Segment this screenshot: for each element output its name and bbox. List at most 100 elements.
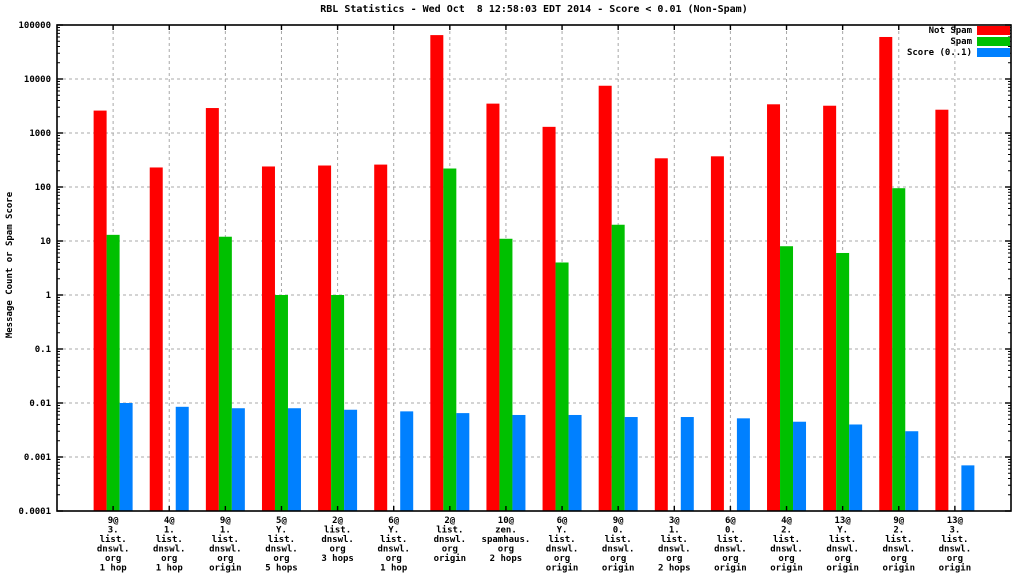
x-category-label: 1. bbox=[164, 526, 175, 536]
x-category-label: list. bbox=[380, 534, 407, 545]
bar-not-spam bbox=[149, 167, 163, 512]
y-tick-label: 0.1 bbox=[35, 345, 51, 355]
bar-not-spam bbox=[935, 109, 949, 511]
bar-score-0-1 bbox=[456, 413, 470, 511]
spam-color-swatch bbox=[977, 37, 1010, 46]
legend-label-score: Score (0..1) bbox=[906, 47, 972, 58]
x-category-label: dnswl. bbox=[546, 545, 579, 555]
x-category-label: org bbox=[329, 545, 345, 555]
x-category-label: origin bbox=[770, 563, 803, 574]
x-category-label: 13@ bbox=[947, 516, 964, 526]
x-category-label: dnswl. bbox=[97, 545, 130, 555]
x-category-label: dnswl. bbox=[265, 545, 298, 555]
bar-score-0-1 bbox=[175, 406, 189, 511]
bar-score-0-1 bbox=[624, 417, 638, 511]
x-category-label: list. bbox=[605, 534, 632, 545]
x-category-label: org bbox=[442, 545, 458, 555]
bar-not-spam bbox=[710, 156, 724, 511]
x-category-label: 6@ bbox=[725, 516, 736, 526]
x-category-label: org bbox=[610, 554, 626, 564]
x-category-label: 2. bbox=[781, 526, 792, 536]
bar-spam bbox=[892, 188, 906, 511]
y-tick-label: 1 bbox=[46, 291, 51, 301]
x-category-label: dnswl. bbox=[153, 545, 186, 555]
bar-spam bbox=[555, 262, 569, 511]
x-category-label: dnswl. bbox=[770, 545, 803, 555]
x-category-label: org bbox=[105, 554, 121, 564]
x-category-label: 13@ bbox=[835, 516, 852, 526]
x-category-label: list. bbox=[717, 534, 744, 545]
bar-not-spam bbox=[486, 103, 500, 511]
x-category-label: Y. bbox=[276, 526, 287, 536]
bar-score-0-1 bbox=[287, 408, 301, 511]
bar-spam bbox=[499, 238, 513, 511]
x-category-label: 9@ bbox=[893, 516, 904, 526]
x-category-label: origin bbox=[714, 563, 747, 574]
x-category-label: 0. bbox=[613, 526, 624, 536]
bar-score-0-1 bbox=[119, 403, 133, 511]
bar-spam bbox=[218, 236, 232, 511]
y-tick-label: 0.0001 bbox=[18, 507, 51, 517]
x-category-label: org bbox=[722, 554, 738, 564]
y-tick-label: 0.01 bbox=[29, 399, 51, 409]
x-category-label: list. bbox=[549, 534, 576, 545]
not-spam-color-swatch bbox=[977, 26, 1010, 35]
x-category-label: origin bbox=[434, 553, 467, 564]
x-category-label: 1 hop bbox=[156, 564, 184, 574]
x-category-label: list. bbox=[773, 534, 800, 545]
bar-not-spam bbox=[879, 36, 893, 512]
x-category-label: list. bbox=[941, 534, 968, 545]
score-color-swatch bbox=[977, 48, 1010, 57]
y-tick-label: 10000 bbox=[24, 75, 51, 85]
bar-spam bbox=[274, 295, 288, 511]
x-category-label: 10@ bbox=[498, 516, 515, 526]
legend-label-not-spam: Not Spam bbox=[928, 25, 972, 36]
x-category-label: 1 hop bbox=[380, 564, 408, 574]
x-category-label: 9@ bbox=[220, 516, 231, 526]
chart-title: RBL Statistics - Wed Oct 8 12:58:03 EDT … bbox=[320, 4, 748, 15]
x-category-label: list. bbox=[268, 534, 295, 545]
bar-not-spam bbox=[318, 165, 332, 512]
x-category-label: dnswl. bbox=[883, 545, 916, 555]
x-category-label: org bbox=[778, 554, 794, 564]
legend-label-spam: Spam bbox=[950, 36, 972, 47]
x-category-label: 0. bbox=[725, 526, 736, 536]
y-tick-label: 1000 bbox=[29, 129, 51, 139]
y-tick-label: 10 bbox=[40, 237, 51, 247]
x-category-label: 2. bbox=[893, 526, 904, 536]
x-category-label: dnswl. bbox=[377, 545, 410, 555]
bar-spam bbox=[780, 246, 794, 511]
x-category-label: list. bbox=[829, 534, 856, 545]
x-category-label: dnswl. bbox=[714, 545, 747, 555]
x-category-label: 6@ bbox=[388, 516, 399, 526]
bar-score-0-1 bbox=[793, 421, 807, 511]
x-category-label: list. bbox=[885, 534, 912, 545]
bar-not-spam bbox=[542, 126, 556, 512]
x-category-label: dnswl. bbox=[321, 535, 354, 545]
y-tick-label: 100 bbox=[35, 183, 51, 193]
x-category-label: list. bbox=[436, 525, 463, 536]
x-category-label: 5 hops bbox=[265, 564, 298, 574]
bar-score-0-1 bbox=[736, 418, 750, 511]
x-category-label: origin bbox=[602, 563, 635, 574]
bar-not-spam bbox=[93, 110, 107, 512]
x-category-label: org bbox=[835, 554, 851, 564]
bar-score-0-1 bbox=[680, 417, 694, 511]
legend: Not Spam Spam Score (0..1) bbox=[906, 25, 1010, 58]
bar-score-0-1 bbox=[344, 409, 358, 511]
x-category-label: list. bbox=[324, 525, 351, 536]
x-category-label: dnswl. bbox=[209, 545, 242, 555]
x-category-label: origin bbox=[546, 563, 579, 574]
x-category-label: zen. bbox=[495, 526, 517, 536]
x-category-label: origin bbox=[826, 563, 859, 574]
bar-spam bbox=[443, 168, 457, 512]
x-category-label: dnswl. bbox=[602, 545, 635, 555]
x-category-label: org bbox=[498, 545, 514, 555]
bar-not-spam bbox=[767, 104, 781, 511]
bar-not-spam bbox=[374, 164, 388, 512]
bar-not-spam bbox=[654, 158, 668, 511]
x-category-label: org bbox=[891, 554, 907, 564]
bar-not-spam bbox=[261, 166, 275, 511]
bar-score-0-1 bbox=[512, 414, 526, 511]
